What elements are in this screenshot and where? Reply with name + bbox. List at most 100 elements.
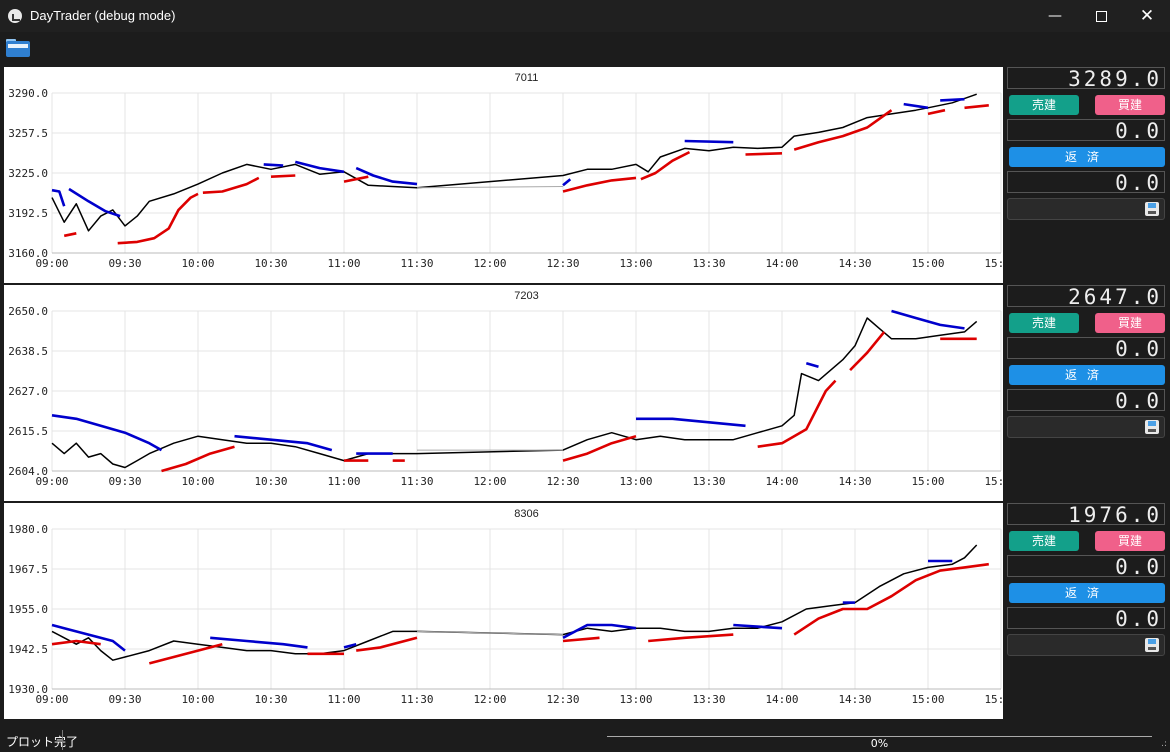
y-tick-label: 2627.0 [8, 385, 48, 398]
lower-band-line [640, 150, 691, 181]
lower-band-line [793, 562, 989, 636]
sell-button[interactable]: 売建 [1009, 95, 1079, 115]
close-button[interactable]: ✕ [1139, 6, 1155, 26]
folder-open-icon[interactable] [4, 35, 32, 59]
resize-grip-icon[interactable]: .: [1161, 739, 1167, 749]
minimize-button[interactable]: — [1048, 8, 1062, 24]
save-bar [1007, 634, 1165, 656]
x-tick-label: 12:00 [473, 475, 506, 488]
chart-title: 8306 [514, 508, 538, 520]
lower-band-line [927, 108, 946, 116]
upper-band-line [343, 642, 357, 649]
save-icon[interactable] [1145, 202, 1159, 216]
price-display: 2647.0 [1007, 285, 1165, 308]
lower-band-line [745, 152, 783, 156]
position-display: 0.0 [1007, 555, 1165, 578]
lunch-gap-line [416, 186, 564, 189]
pnl-display: 0.0 [1007, 607, 1165, 630]
pnl-display: 0.0 [1007, 171, 1165, 194]
toolbar [0, 32, 1170, 66]
buy-button[interactable]: 買建 [1095, 313, 1165, 333]
sell-button[interactable]: 売建 [1009, 313, 1079, 333]
x-tick-label: 14:30 [838, 257, 871, 270]
repay-button[interactable]: 返済 [1009, 147, 1165, 167]
x-tick-label: 09:30 [108, 475, 141, 488]
y-tick-label: 1930.0 [8, 683, 48, 696]
upper-band-line [562, 623, 637, 639]
pnl-display: 0.0 [1007, 389, 1165, 412]
chart-title: 7203 [514, 290, 538, 302]
upper-band-line [234, 434, 333, 452]
x-tick-label: 15:30 [984, 475, 1003, 488]
price-chart-7203: 7203 2650.0 2638.5 2627.0 2615.5 2604.0 09:00 0… [4, 285, 1018, 501]
buy-button[interactable]: 買建 [1095, 95, 1165, 115]
lower-band-line [270, 174, 296, 178]
x-tick-label: 09:00 [35, 693, 68, 706]
upper-band-line [562, 178, 572, 187]
x-tick-label: 09:30 [108, 693, 141, 706]
repay-button[interactable]: 返済 [1009, 583, 1165, 603]
lower-band-line [562, 636, 600, 643]
x-tick-label: 13:00 [619, 257, 652, 270]
upper-band-line [294, 160, 345, 174]
x-tick-label: 09:30 [108, 257, 141, 270]
upper-band-line [903, 102, 929, 110]
upper-band-line [51, 188, 66, 207]
x-tick-label: 10:00 [181, 475, 214, 488]
upper-band-line [51, 414, 163, 452]
y-tick-label: 3192.5 [8, 207, 48, 220]
x-tick-label: 10:30 [254, 693, 287, 706]
repay-button[interactable]: 返済 [1009, 365, 1165, 385]
lower-band-line [117, 192, 199, 245]
save-icon[interactable] [1145, 638, 1159, 652]
x-tick-label: 14:30 [838, 475, 871, 488]
maximize-button[interactable] [1078, 0, 1124, 32]
chart-svg: 7011 3290.0 3257.5 3225.0 3192.5 3160.009:00 0… [8, 72, 1017, 270]
x-tick-label: 11:00 [327, 257, 360, 270]
x-tick-label: 13:30 [692, 693, 725, 706]
x-tick-label: 11:30 [400, 257, 433, 270]
lower-band-line [148, 642, 223, 665]
x-tick-label: 15:30 [984, 257, 1003, 270]
y-tick-label: 3160.0 [8, 247, 48, 260]
upper-band-line [51, 623, 126, 652]
upper-band-line [355, 166, 418, 186]
x-tick-label: 15:00 [911, 475, 944, 488]
lower-band-line [793, 109, 893, 151]
price-chart-8306: 8306 1980.0 1967.5 1955.0 1942.5 1930.0 09:00 0… [4, 503, 1018, 719]
x-tick-label: 13:00 [619, 693, 652, 706]
y-tick-label: 2615.5 [8, 425, 48, 438]
lower-band-line [51, 639, 101, 646]
x-tick-label: 15:00 [911, 693, 944, 706]
title-bar: DayTrader (debug mode) — ✕ [0, 0, 1170, 32]
progress-bar: 0% [607, 736, 1152, 751]
y-tick-label: 3225.0 [8, 167, 48, 180]
buy-button[interactable]: 買建 [1095, 531, 1165, 551]
lower-band-line [343, 175, 369, 183]
sell-button[interactable]: 売建 [1009, 531, 1079, 551]
y-tick-label: 1942.5 [8, 643, 48, 656]
y-tick-label: 3257.5 [8, 127, 48, 140]
x-tick-label: 13:30 [692, 257, 725, 270]
status-divider [62, 730, 63, 750]
x-tick-label: 09:00 [35, 475, 68, 488]
x-tick-label: 13:00 [619, 475, 652, 488]
upper-band-line [684, 139, 734, 144]
save-icon[interactable] [1145, 420, 1159, 434]
price-line [51, 544, 978, 661]
chart-svg: 8306 1980.0 1967.5 1955.0 1942.5 1930.009:00 0… [8, 508, 1017, 706]
upper-band-line [891, 309, 965, 330]
price-display: 1976.0 [1007, 503, 1165, 526]
lower-band-line [202, 176, 260, 194]
x-tick-label: 10:00 [181, 257, 214, 270]
y-tick-label: 3290.0 [8, 87, 48, 100]
y-tick-label: 1967.5 [8, 563, 48, 576]
x-tick-label: 15:00 [911, 257, 944, 270]
x-tick-label: 10:30 [254, 257, 287, 270]
x-tick-label: 12:30 [546, 475, 579, 488]
status-message: プロット完了 [6, 735, 79, 749]
x-tick-label: 13:30 [692, 475, 725, 488]
save-bar [1007, 416, 1165, 438]
status-bar: プロット完了 0% .: [0, 728, 1170, 752]
lower-band-line [964, 104, 989, 110]
